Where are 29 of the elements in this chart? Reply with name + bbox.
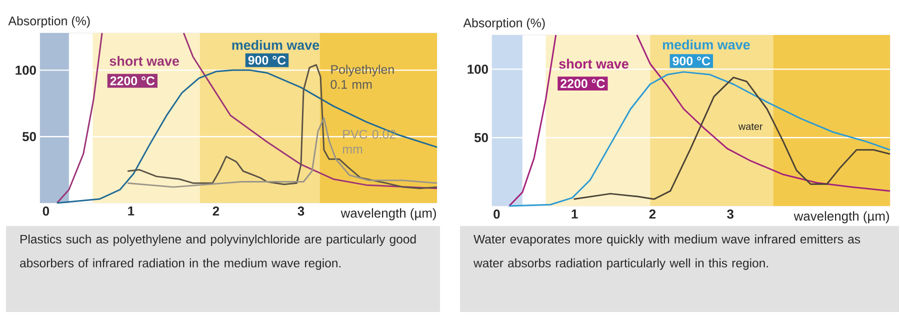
series-label: short wave [559,58,628,69]
x-tick-label: 0 [42,206,50,216]
x-tick-label: 2 [649,210,656,219]
annotation: 2200 °C [110,76,155,86]
annotation: 900 °C [248,56,286,65]
annotation: 900 °C [672,56,710,66]
y-tick-label: 100 [16,66,36,75]
x-axis-title: wavelength (µm) [340,208,436,220]
y-axis-title: Absorption (%) [8,16,90,28]
x-axis-title: wavelength (µm) [794,211,889,224]
series-label: medium wave [232,40,320,50]
x-tick-label: 3 [727,210,734,219]
x-tick-label: 1 [572,210,578,218]
y-tick-label: 50 [22,132,36,142]
x-tick-label: 0 [494,210,500,219]
x-tick-label: 2 [212,206,220,216]
y-tick-label: 50 [474,133,488,142]
line-series [126,117,438,188]
y-axis-title: Absorption (%) [463,18,545,30]
series-label: short wave [110,56,179,66]
series-label: water [738,123,763,130]
x-tick-label: 3 [298,206,304,216]
x-tick-label: 1 [128,206,134,216]
line-series [508,71,891,207]
annotation: 2200 °C [560,79,605,88]
y-tick-label: 100 [468,64,488,74]
series-label: medium wave [662,40,750,50]
text: Water evaporates more quickly with medium wave infrared emitters as water absorbs radiation particularly well in this region. [474,234,860,270]
text: Plastics such as polyethylene and polyvinylchloride are particularly good absorbers of infrared radiation in the medium wave region. [20,234,416,270]
